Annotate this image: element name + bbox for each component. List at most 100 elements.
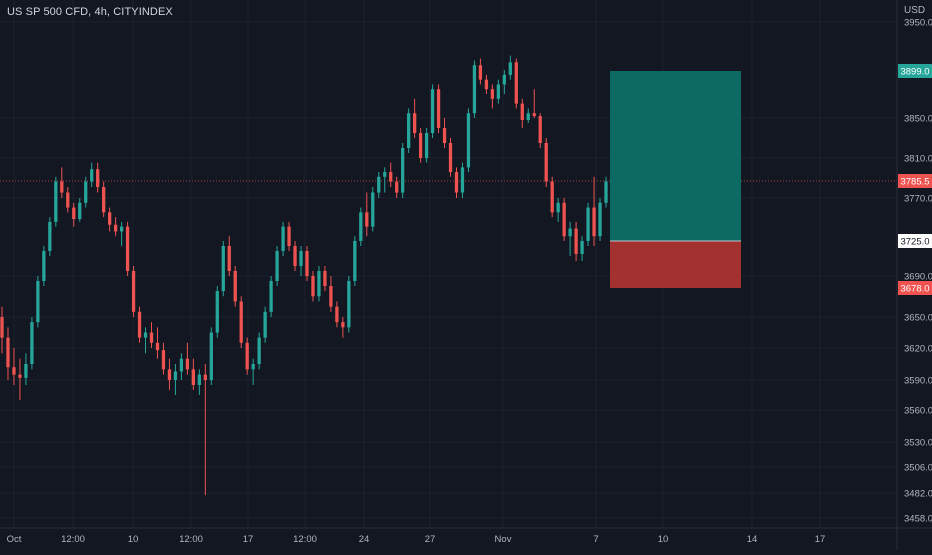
candle-body bbox=[215, 291, 219, 333]
candle-body bbox=[586, 207, 590, 241]
candle-body bbox=[149, 332, 154, 343]
candle-body bbox=[131, 271, 136, 312]
candle-body bbox=[60, 181, 64, 193]
candle-body bbox=[6, 337, 10, 368]
candle-body bbox=[113, 224, 118, 232]
candle-body bbox=[275, 251, 279, 281]
x-tick-label: 12:00 bbox=[179, 534, 203, 545]
candle-body bbox=[323, 271, 327, 286]
candle-body bbox=[502, 74, 506, 85]
candle-body bbox=[72, 207, 76, 220]
candle-body bbox=[556, 202, 560, 213]
candle-body bbox=[90, 169, 94, 182]
candle-body bbox=[598, 202, 602, 237]
y-tick-label: 3530.0 bbox=[904, 438, 932, 449]
candle-body bbox=[12, 367, 16, 375]
target-price-badge: 3899.0 bbox=[900, 67, 929, 78]
loss-zone bbox=[610, 241, 741, 288]
candle-body bbox=[30, 322, 34, 364]
position-zones[interactable] bbox=[610, 71, 741, 288]
candle-body bbox=[526, 113, 530, 120]
candle-body bbox=[604, 181, 608, 203]
candle-body bbox=[359, 212, 363, 241]
y-tick-label: 3560.0 bbox=[904, 406, 932, 417]
candle-body bbox=[448, 143, 453, 173]
current-price-badge-bg bbox=[898, 174, 932, 188]
candle-body bbox=[520, 103, 524, 120]
candle-body bbox=[179, 358, 184, 372]
candle-body bbox=[383, 172, 387, 177]
candle-body bbox=[377, 176, 381, 193]
y-tick-label: 3620.0 bbox=[904, 344, 932, 355]
entry-price-badge-bg bbox=[898, 234, 932, 248]
candle-body bbox=[287, 226, 291, 246]
candle-body bbox=[36, 281, 40, 323]
profit-zone bbox=[610, 71, 741, 241]
candle-body bbox=[48, 221, 52, 251]
symbol-title[interactable]: US SP 500 CFD, 4h, CITYINDEX bbox=[7, 6, 173, 18]
candle-body bbox=[371, 192, 375, 227]
candle-body bbox=[401, 148, 405, 193]
candle-body bbox=[335, 306, 339, 323]
candle-body bbox=[78, 202, 82, 220]
candle-body bbox=[407, 113, 411, 148]
x-tick-label: 17 bbox=[243, 534, 254, 545]
candle-body bbox=[102, 187, 106, 213]
candle-body bbox=[311, 276, 315, 297]
y-tick-label: 3482.0 bbox=[904, 489, 932, 500]
x-tick-label: Nov bbox=[495, 534, 512, 545]
candle-body bbox=[137, 311, 142, 338]
candle-body bbox=[580, 241, 584, 254]
candle-body bbox=[84, 181, 88, 203]
candle-body bbox=[514, 62, 518, 104]
candle-body bbox=[466, 113, 471, 168]
candle-body bbox=[436, 89, 441, 128]
candle-body bbox=[66, 192, 70, 208]
candle-body bbox=[299, 251, 303, 266]
y-tick-label: 3458.0 bbox=[904, 514, 932, 525]
current-price-badge: 3785.5 bbox=[900, 177, 929, 188]
candle-body bbox=[251, 364, 255, 370]
candle-body bbox=[574, 228, 578, 254]
candle-body bbox=[161, 350, 166, 370]
candle-body bbox=[329, 286, 333, 307]
x-tick-label: 10 bbox=[128, 534, 139, 545]
candle-body bbox=[532, 113, 536, 117]
y-tick-label: 3810.0 bbox=[904, 154, 932, 165]
candle-body bbox=[119, 226, 124, 232]
stop-price-badge-bg bbox=[898, 281, 932, 295]
candle-body bbox=[96, 169, 100, 188]
y-tick-label: 3950.0 bbox=[904, 18, 932, 29]
stop-price-badge: 3678.0 bbox=[900, 284, 929, 295]
candle-body bbox=[167, 369, 172, 380]
grid-layer bbox=[0, 0, 897, 528]
x-tick-label: 12:00 bbox=[61, 534, 85, 545]
y-tick-label: 3650.0 bbox=[904, 313, 932, 324]
candle-body bbox=[191, 369, 196, 385]
candle-body bbox=[197, 374, 201, 385]
candle-body bbox=[412, 113, 417, 133]
candle-body bbox=[341, 322, 345, 328]
y-tick-label: 3506.0 bbox=[904, 463, 932, 474]
entry-price-badge: 3725.0 bbox=[900, 237, 929, 248]
x-tick-label: 24 bbox=[359, 534, 370, 545]
candle-body bbox=[442, 128, 447, 143]
candle-body bbox=[347, 281, 351, 328]
y-tick-label: 3590.0 bbox=[904, 376, 932, 387]
candle-body bbox=[0, 317, 4, 338]
candle-body bbox=[239, 301, 243, 343]
candle-body bbox=[269, 281, 273, 312]
candle-body bbox=[460, 167, 465, 193]
candles bbox=[0, 55, 608, 496]
candle-body bbox=[42, 251, 46, 281]
candle-body bbox=[478, 65, 483, 80]
candle-body bbox=[562, 202, 566, 237]
y-tick-label: 3850.0 bbox=[904, 114, 932, 125]
candle-body bbox=[107, 212, 112, 225]
candle-body bbox=[568, 228, 572, 237]
candle-body bbox=[18, 374, 22, 378]
x-tick-label: 14 bbox=[747, 534, 758, 545]
candle-body bbox=[472, 65, 477, 114]
